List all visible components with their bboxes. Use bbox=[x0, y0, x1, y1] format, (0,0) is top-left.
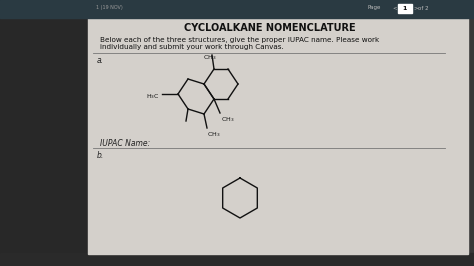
Text: a.: a. bbox=[97, 56, 104, 65]
Polygon shape bbox=[0, 0, 95, 266]
Text: >: > bbox=[413, 6, 418, 10]
Text: CH$_3$: CH$_3$ bbox=[221, 115, 235, 124]
Text: 1: 1 bbox=[403, 6, 407, 11]
Bar bbox=[0, 253, 474, 266]
Text: Page: Page bbox=[368, 6, 382, 10]
Bar bbox=[88, 14, 468, 254]
Text: CYCLOALKANE NOMENCLATURE: CYCLOALKANE NOMENCLATURE bbox=[184, 23, 356, 33]
Bar bbox=[0, 0, 95, 266]
Text: Below each of the three structures, give the proper IUPAC name. Please work: Below each of the three structures, give… bbox=[100, 37, 379, 43]
Text: individually and submit your work through Canvas.: individually and submit your work throug… bbox=[100, 44, 284, 50]
Bar bbox=[445, 0, 474, 266]
Text: b.: b. bbox=[97, 151, 104, 160]
Bar bbox=[0, 0, 474, 18]
Text: H$_3$C: H$_3$C bbox=[146, 92, 160, 101]
Text: CH$_3$: CH$_3$ bbox=[207, 130, 220, 139]
Text: CH$_3$: CH$_3$ bbox=[203, 53, 217, 62]
Text: of 2: of 2 bbox=[418, 6, 428, 10]
Text: <: < bbox=[392, 6, 397, 10]
Bar bbox=[398, 4, 412, 13]
Text: IUPAC Name:: IUPAC Name: bbox=[100, 139, 150, 148]
Text: 1 (19 NOV): 1 (19 NOV) bbox=[60, 6, 123, 10]
